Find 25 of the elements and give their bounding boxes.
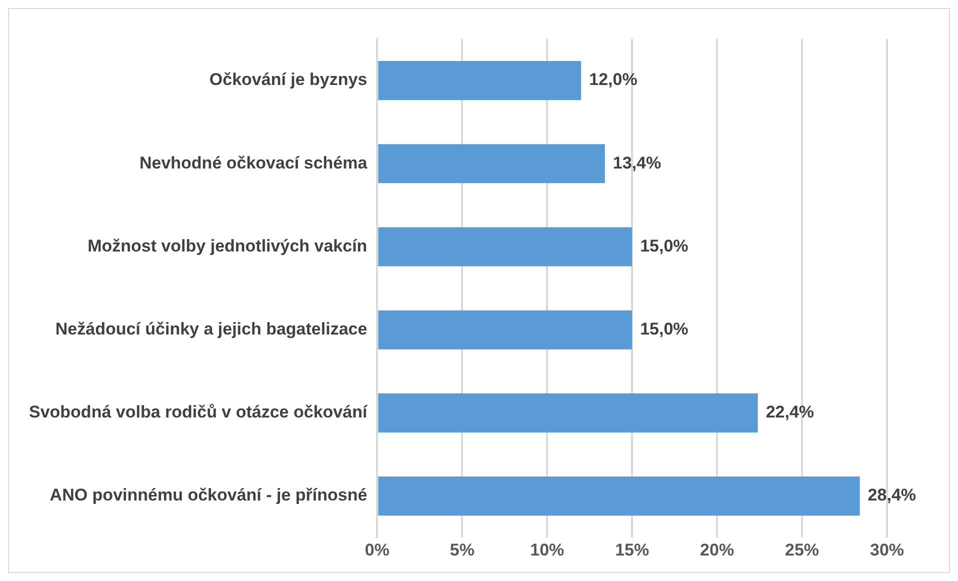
x-tick-label: 30% xyxy=(870,540,904,560)
data-label: 15,0% xyxy=(640,236,688,256)
bar xyxy=(378,393,758,432)
data-label: 28,4% xyxy=(868,486,916,505)
y-tick-label: Svobodná volba rodičů v otázce očkování xyxy=(28,402,368,422)
data-label: 13,4% xyxy=(612,153,662,172)
bar xyxy=(378,144,605,184)
x-tick-label: 10% xyxy=(530,540,564,560)
bar xyxy=(378,310,632,350)
y-tick-label: Očkování je byznys xyxy=(209,70,368,90)
bar xyxy=(378,227,632,266)
x-tick-label: 0% xyxy=(364,540,390,560)
bar xyxy=(378,476,860,516)
y-tick-label: ANO povinnému očkování - je přínosné xyxy=(50,486,368,505)
bar xyxy=(378,61,582,100)
x-tick-label: 15% xyxy=(615,540,650,560)
x-tick-label: 5% xyxy=(450,540,474,560)
x-tick-label: 25% xyxy=(785,540,820,560)
x-tick-label: 20% xyxy=(700,540,734,560)
y-tick-label: Nežádoucí účinky a jejich bagatelizace xyxy=(55,320,368,339)
y-tick-label: Možnost volby jednotlivých vakcín xyxy=(88,236,368,256)
y-tick-label: Nevhodné očkovací schéma xyxy=(139,153,368,172)
data-label: 15,0% xyxy=(640,320,688,339)
data-label: 12,0% xyxy=(589,70,638,90)
data-label: 22,4% xyxy=(766,402,814,422)
